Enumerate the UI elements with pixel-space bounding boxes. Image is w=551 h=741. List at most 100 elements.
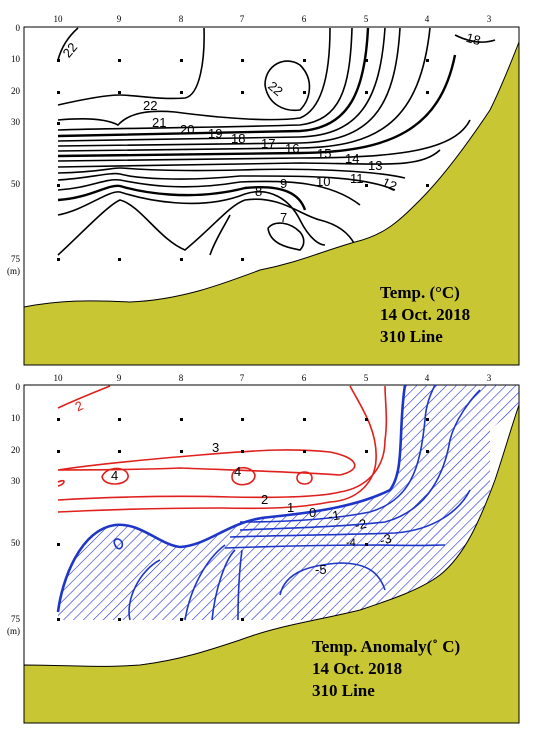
contour-label: 16 xyxy=(285,141,299,156)
title-line-3: 310 Line xyxy=(312,681,375,700)
station-dot xyxy=(303,91,306,94)
station-label-5: 5 xyxy=(364,373,369,383)
station-dot xyxy=(57,258,60,261)
depth-label-10: 10 xyxy=(11,413,21,423)
contour-22-upper xyxy=(57,27,205,106)
station-dot xyxy=(241,91,244,94)
temperature-title: Temp. (°C) 14 Oct. 2018 310 Line xyxy=(380,283,470,346)
station-dot xyxy=(57,122,60,125)
contour-label: 18 xyxy=(231,131,245,146)
contour-label: -5 xyxy=(315,562,327,577)
depth-label-50: 50 xyxy=(11,538,21,548)
contour-3 xyxy=(57,449,356,476)
contour-neg4 xyxy=(224,544,446,549)
temperature-panel: 10 9 8 7 6 5 4 3 0 10 20 30 50 75 (m) xyxy=(7,14,520,366)
station-dot xyxy=(241,418,244,421)
contour-label: 19 xyxy=(208,126,222,141)
station-label-6: 6 xyxy=(302,373,307,383)
temperature-stations xyxy=(57,59,429,261)
contour-18 xyxy=(57,27,386,142)
temperature-station-labels: 10 9 8 7 6 5 4 3 xyxy=(54,14,492,24)
station-dot xyxy=(118,618,121,621)
station-dot xyxy=(57,418,60,421)
station-dot xyxy=(365,450,368,453)
contour-12 xyxy=(57,167,406,179)
station-dot xyxy=(180,258,183,261)
contour-label: 4 xyxy=(234,464,241,479)
contour-1 xyxy=(57,385,377,513)
contour-label: 18 xyxy=(464,30,482,48)
contour-label: -1 xyxy=(327,507,341,524)
station-label-4: 4 xyxy=(425,14,430,24)
station-dot xyxy=(303,450,306,453)
title-line-1: Temp. (°C) xyxy=(380,283,460,302)
depth-label-30: 30 xyxy=(11,476,21,486)
station-label-9: 9 xyxy=(117,373,122,383)
station-label-6: 6 xyxy=(302,14,307,24)
station-dot xyxy=(303,418,306,421)
contour-extra-c xyxy=(211,549,236,621)
contour-label: 3 xyxy=(212,440,219,455)
contour-label: -3 xyxy=(378,531,393,548)
contour-4-small xyxy=(296,471,313,485)
contour-label: 12 xyxy=(380,174,399,194)
station-dot xyxy=(57,543,60,546)
contour-label: 9 xyxy=(280,176,287,191)
contour-22-bubble xyxy=(264,60,311,112)
station-dot xyxy=(57,184,60,187)
station-dot xyxy=(365,59,368,62)
station-dot xyxy=(57,59,60,62)
station-dot xyxy=(426,184,429,187)
temperature-depth-labels: 0 10 20 30 50 75 (m) xyxy=(7,23,21,276)
station-dot xyxy=(180,418,183,421)
contour-extra xyxy=(209,214,231,256)
station-dot xyxy=(426,59,429,62)
contour-extra-a xyxy=(128,559,161,621)
contour-10 xyxy=(57,178,361,206)
contour-4-mid xyxy=(231,466,256,486)
depth-label-30: 30 xyxy=(11,117,21,127)
station-label-10: 10 xyxy=(54,373,64,383)
contour-label: 10 xyxy=(316,174,330,189)
contour-14 xyxy=(57,119,471,162)
station-dot xyxy=(365,418,368,421)
depth-label-75: 75 xyxy=(11,614,21,624)
title-line-2: 14 Oct. 2018 xyxy=(380,305,470,324)
contour-22-left xyxy=(57,27,79,61)
station-dot xyxy=(241,450,244,453)
contour-18-right xyxy=(454,34,496,43)
station-dot xyxy=(57,618,60,621)
station-dot xyxy=(180,59,183,62)
contour-20 xyxy=(57,27,353,131)
title-line-1: Temp. Anomaly(˚ C) xyxy=(312,637,460,656)
station-dot xyxy=(180,450,183,453)
contour-2-upper xyxy=(57,385,111,409)
contour-15 xyxy=(57,54,457,158)
contour-19 xyxy=(57,27,370,138)
station-label-7: 7 xyxy=(240,373,245,383)
station-dot xyxy=(426,91,429,94)
depth-unit: (m) xyxy=(7,626,20,636)
contour-11 xyxy=(57,172,396,191)
depth-label-75: 75 xyxy=(11,254,21,264)
station-label-3: 3 xyxy=(487,14,492,24)
negative-anomaly-hatch xyxy=(58,385,519,620)
contour-neg3 xyxy=(229,489,471,538)
contour-label: 14 xyxy=(345,151,359,166)
contour-label: 17 xyxy=(261,136,275,151)
contour-label: 15 xyxy=(317,146,331,161)
station-dot xyxy=(303,59,306,62)
depth-label-0: 0 xyxy=(16,382,21,392)
contour-label: 20 xyxy=(180,122,194,137)
contour-9 xyxy=(57,184,307,211)
depth-unit: (m) xyxy=(7,266,20,276)
contour-17 xyxy=(57,27,401,147)
depth-label-10: 10 xyxy=(11,54,21,64)
station-dot xyxy=(118,258,121,261)
station-label-9: 9 xyxy=(117,14,122,24)
station-dot xyxy=(365,91,368,94)
contour-label: 8 xyxy=(255,184,262,199)
station-dot xyxy=(118,91,121,94)
contour-7-lower xyxy=(57,198,356,256)
